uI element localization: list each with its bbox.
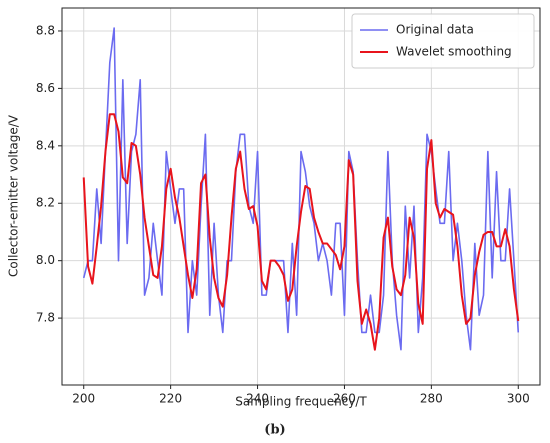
x-tick-label: 300 [507, 392, 530, 406]
legend-box [351, 13, 535, 69]
x-axis-label: Sampling frequency/T [235, 395, 367, 409]
x-tick-label: 200 [72, 392, 95, 406]
y-axis-label: Collector-emitter voltage/V [7, 114, 21, 277]
y-tick-label: 8.0 [36, 253, 55, 267]
plot-frame [61, 7, 541, 386]
x-tick-label: 240 [246, 392, 269, 406]
y-tick-label: 8.2 [36, 196, 55, 210]
y-tick-label: 8.6 [36, 81, 55, 95]
y-tick-label: 7.8 [36, 311, 55, 325]
legend-label: Wavelet smoothing [396, 45, 512, 59]
x-tick-label: 260 [333, 392, 356, 406]
x-tick-label: 220 [159, 392, 182, 406]
y-tick-label: 8.8 [36, 23, 55, 37]
series-line [82, 113, 520, 351]
x-tick-label: 280 [420, 392, 443, 406]
series-line [82, 27, 520, 351]
caption: (b) [264, 423, 285, 438]
y-tick-label: 8.4 [36, 138, 55, 152]
legend-label: Original data [396, 23, 474, 37]
